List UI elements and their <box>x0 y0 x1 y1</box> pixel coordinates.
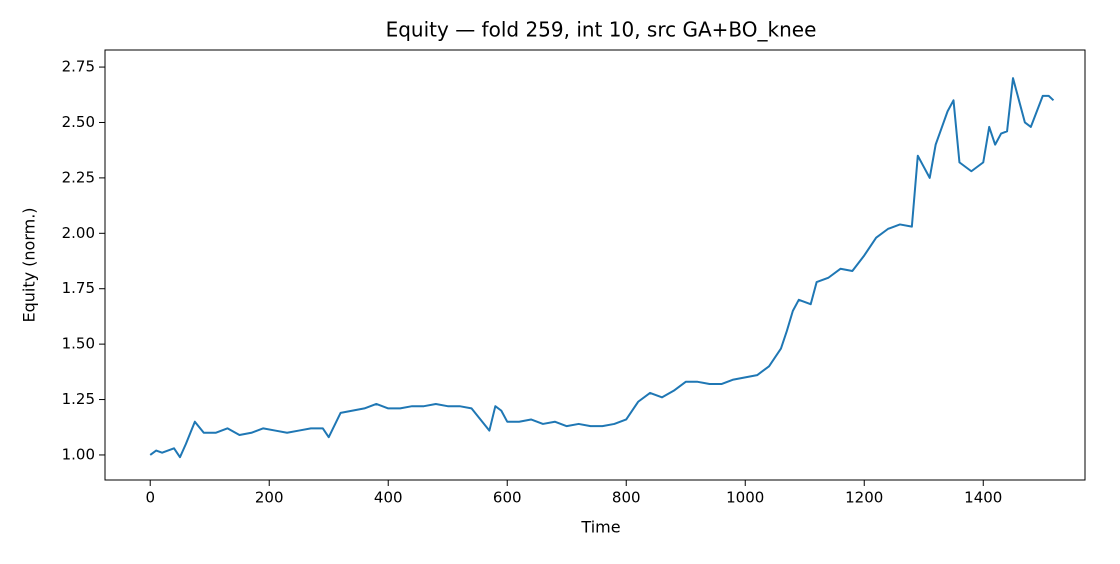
y-tick-label: 2.50 <box>62 113 95 131</box>
chart-title: Equity — fold 259, int 10, src GA+BO_kne… <box>386 18 817 42</box>
y-axis-label: Equity (norm.) <box>20 207 39 322</box>
x-tick-label: 0 <box>145 489 155 507</box>
y-tick-label: 1.00 <box>62 445 95 463</box>
y-tick-label: 2.25 <box>62 168 95 186</box>
x-axis-label: Time <box>580 518 620 537</box>
y-tick-label: 2.75 <box>62 58 95 76</box>
x-tick-label: 800 <box>612 489 641 507</box>
x-tick-label: 200 <box>255 489 284 507</box>
y-tick-label: 1.50 <box>62 335 95 353</box>
line <box>149 77 1055 459</box>
y-tick-label: 2.00 <box>62 224 95 242</box>
x-tick-label: 400 <box>374 489 403 507</box>
x-tick-label: 1400 <box>964 489 1002 507</box>
x-tick-label: 1200 <box>845 489 883 507</box>
y-tick-label: 1.25 <box>62 390 95 408</box>
x-tick-label: 1000 <box>726 489 764 507</box>
x-tick-label: 600 <box>493 489 522 507</box>
plot-frame <box>104 49 1086 481</box>
y-tick-label: 1.75 <box>62 279 95 297</box>
